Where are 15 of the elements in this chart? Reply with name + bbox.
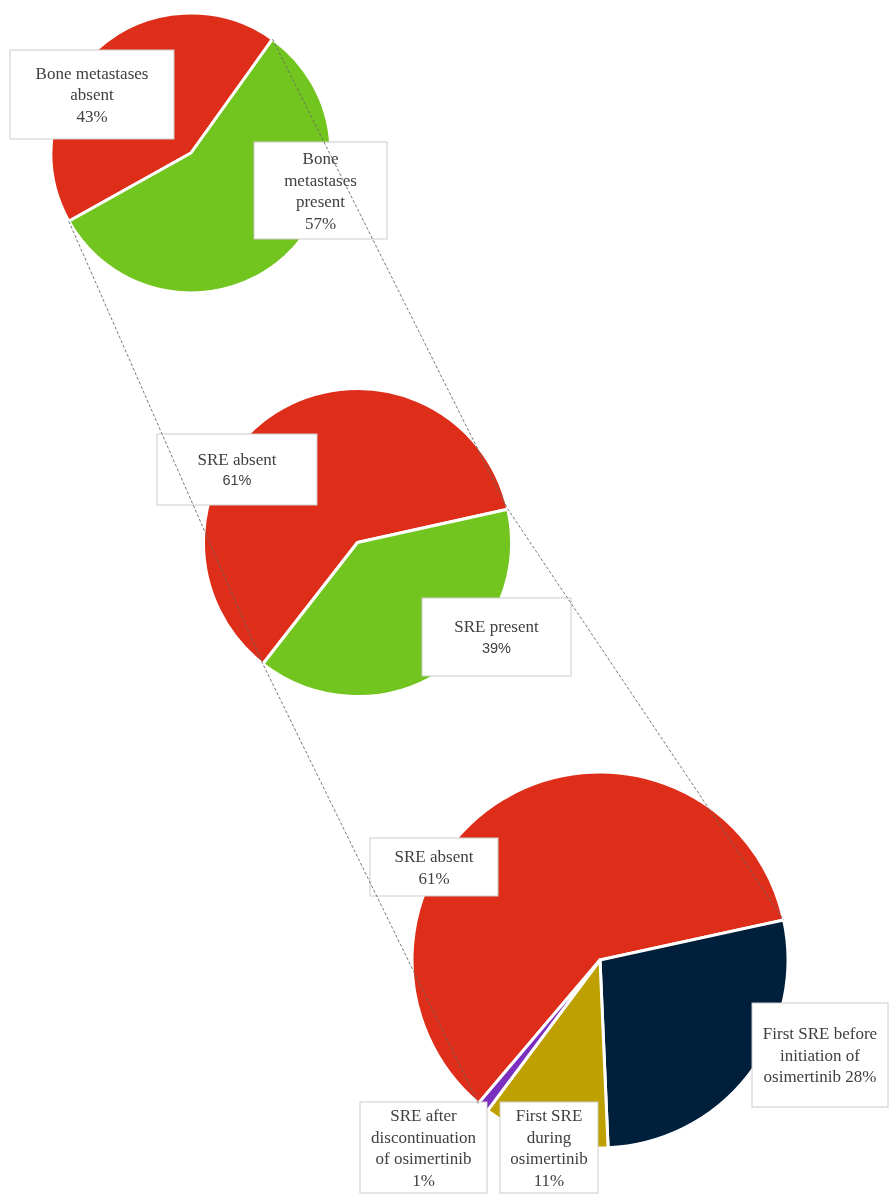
slice-label: SRE absent	[197, 449, 277, 469]
slice-label: First SRE before initiation of osimertinib 28%	[762, 1024, 878, 1087]
data-label: 39%	[481, 639, 512, 656]
slice-label: First SRE during osimertinib	[510, 1106, 588, 1169]
data-label: 1%	[412, 1170, 435, 1190]
data-label: 57%	[304, 213, 337, 233]
slice-label: Bone metastases present	[284, 149, 357, 212]
data-label: 11%	[533, 1170, 565, 1190]
slice-label: Bone metastases absent	[35, 63, 149, 105]
slice-label: SRE absent	[394, 847, 474, 867]
data-label: 61%	[222, 472, 252, 489]
data-label: 61%	[418, 868, 450, 888]
slice-label: SRE after discontinuation of osimertinib	[371, 1106, 477, 1169]
data-label: 43%	[76, 106, 108, 126]
slice-label: SRE present	[454, 617, 540, 637]
